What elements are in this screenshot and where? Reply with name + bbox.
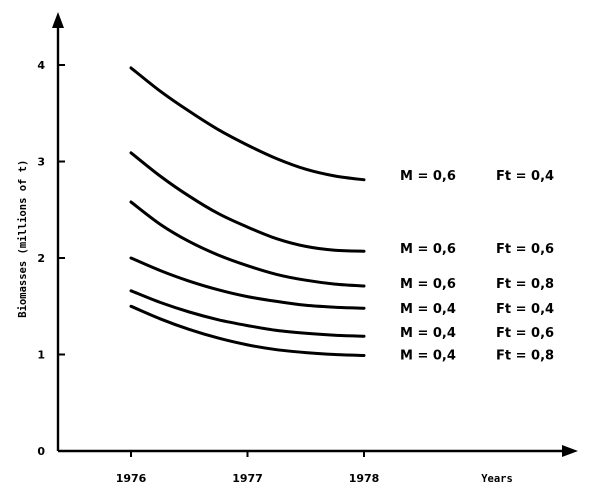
series-label-ft: Ft = 0,6: [496, 242, 554, 257]
x-tick-label: 1977: [232, 472, 263, 485]
x-ticks: 1976 1977 1978: [116, 451, 380, 485]
series-curves: [129, 66, 366, 357]
series-label-m: M = 0,4: [400, 348, 456, 363]
y-tick-label: 3: [37, 156, 45, 169]
series-label-ft: Ft = 0,4: [496, 169, 554, 184]
series-curve: [129, 66, 366, 182]
series-curve: [129, 200, 366, 288]
series-label-ft: Ft = 0,6: [496, 326, 554, 341]
series-curve: [129, 289, 366, 338]
series-label-m: M = 0,4: [400, 302, 456, 317]
y-tick-label: 0: [37, 445, 45, 458]
y-axis-label: Biomasses (millions of t): [17, 160, 29, 318]
series-curve: [129, 151, 366, 253]
series-label-ft: Ft = 0,8: [496, 348, 554, 363]
y-axis-arrow: [52, 12, 64, 28]
y-tick-label: 4: [37, 59, 45, 72]
series-label-ft: Ft = 0,4: [496, 302, 554, 317]
series-label-ft: Ft = 0,8: [496, 277, 554, 292]
series-label-m: M = 0,6: [400, 277, 456, 292]
y-ticks: 0 1 2 3 4: [37, 59, 65, 458]
axes: [52, 12, 578, 457]
x-tick-label: 1978: [349, 472, 380, 485]
x-tick-label: 1976: [116, 472, 147, 485]
x-axis-label: Years: [481, 473, 513, 485]
series-curve: [129, 304, 366, 357]
y-tick-label: 2: [37, 252, 45, 265]
series-label-m: M = 0,6: [400, 169, 456, 184]
series-labels: M = 0,6 Ft = 0,4 M = 0,6 Ft = 0,6 M = 0,6 Ft …: [400, 169, 554, 364]
x-axis-arrow: [562, 445, 578, 457]
y-tick-label: 1: [37, 349, 45, 362]
series-label-m: M = 0,6: [400, 242, 456, 257]
series-curve: [129, 256, 366, 310]
series-label-m: M = 0,4: [400, 326, 456, 341]
